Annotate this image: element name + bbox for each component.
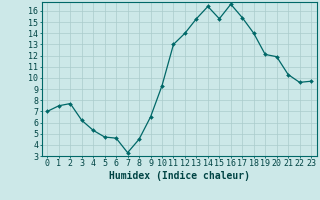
X-axis label: Humidex (Indice chaleur): Humidex (Indice chaleur) (109, 171, 250, 181)
